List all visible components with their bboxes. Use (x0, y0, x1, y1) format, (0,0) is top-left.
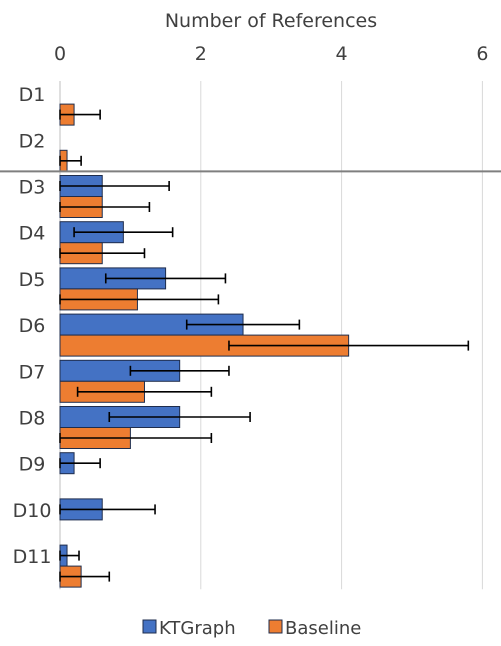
legend-label-ktgraph: KTGraph (159, 618, 236, 639)
category-label-d3: D3 (19, 177, 46, 199)
category-label-d2: D2 (19, 130, 46, 152)
category-labels: D1 D2 D3 D4 D5 D6 D7 D8 D9 D10 D11 (13, 84, 52, 568)
x-axis-title: Number of References (165, 10, 377, 32)
category-label-d11: D11 (13, 546, 52, 568)
legend: KTGraph Baseline (142, 618, 361, 639)
x-tick-label-2: 2 (195, 43, 207, 65)
x-tick-labels: 0 2 4 6 (54, 43, 488, 65)
legend-label-baseline: Baseline (285, 618, 361, 639)
category-label-d4: D4 (19, 223, 46, 245)
legend-swatch-baseline (268, 619, 283, 634)
error-bars (59, 109, 470, 582)
category-label-d9: D9 (19, 454, 46, 476)
category-label-d1: D1 (19, 84, 46, 106)
category-label-d6: D6 (19, 315, 46, 337)
category-label-d7: D7 (19, 361, 46, 383)
category-label-d10: D10 (13, 500, 52, 522)
legend-swatch-ktgraph (142, 619, 157, 634)
category-label-d8: D8 (19, 408, 46, 430)
x-tick-label-0: 0 (54, 43, 66, 65)
x-tick-label-4: 4 (336, 43, 348, 65)
x-tick-label-6: 6 (476, 43, 488, 65)
category-label-d5: D5 (19, 269, 46, 291)
